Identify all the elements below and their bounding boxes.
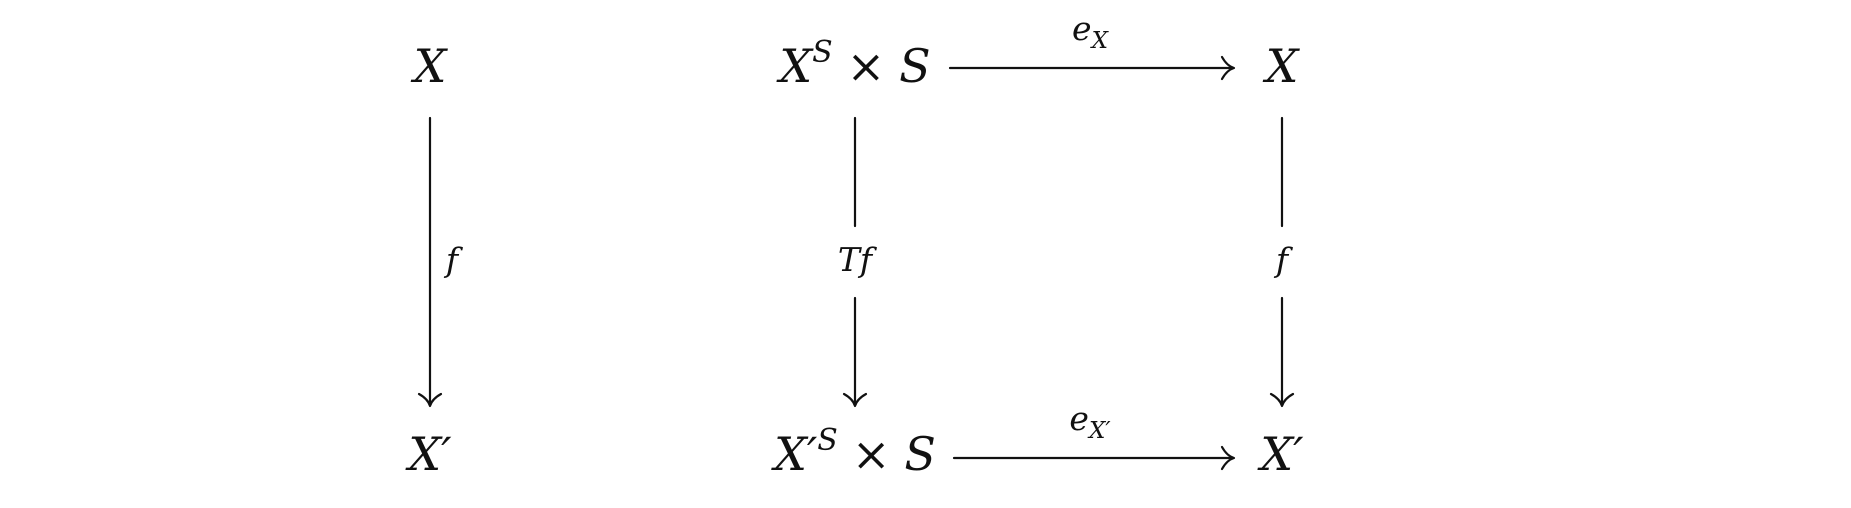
node-XprimeS-sup: S (817, 423, 838, 458)
right-square: XS × S eX X Tf f X′S × S eX′ X′ (771, 9, 1304, 481)
label-eXprime: eX′ (1069, 399, 1111, 444)
arrowhead-f-left (417, 392, 443, 408)
left-diagram: X f X′ (405, 39, 463, 481)
node-XprimeS-times-S: X′S × S (771, 423, 936, 481)
label-f-left: f (443, 240, 464, 279)
node-bottom-right-X-prime: X′ (1257, 427, 1304, 481)
label-eX: eX (1072, 9, 1110, 54)
node-XprimeS-base: X′ (771, 427, 818, 481)
label-f-right: f (1273, 240, 1294, 279)
node-XS-sup: S (812, 35, 833, 70)
node-XprimeS-factor: S (904, 427, 936, 481)
arrowhead-eX (1220, 55, 1236, 81)
node-top-right-X: X (1263, 39, 1301, 93)
node-XS-factor: S (899, 39, 931, 93)
label-eX-base: e (1072, 9, 1092, 48)
label-eXprime-sub: X′ (1087, 418, 1111, 444)
label-eX-sub: X (1090, 28, 1110, 54)
node-XS-times-S: XS × S (776, 35, 930, 93)
node-left-X: X (411, 39, 449, 93)
label-Tf: Tf (838, 240, 878, 279)
arrowhead-Tf (842, 392, 868, 408)
node-left-X-prime: X′ (405, 427, 452, 481)
arrowhead-f-right (1269, 392, 1295, 408)
node-XS-times: × (847, 39, 886, 93)
arrowhead-eXprime (1220, 445, 1236, 471)
label-eXprime-base: e (1069, 399, 1089, 438)
node-XprimeS-times: × (852, 427, 891, 481)
node-XS-base: X (776, 39, 814, 93)
